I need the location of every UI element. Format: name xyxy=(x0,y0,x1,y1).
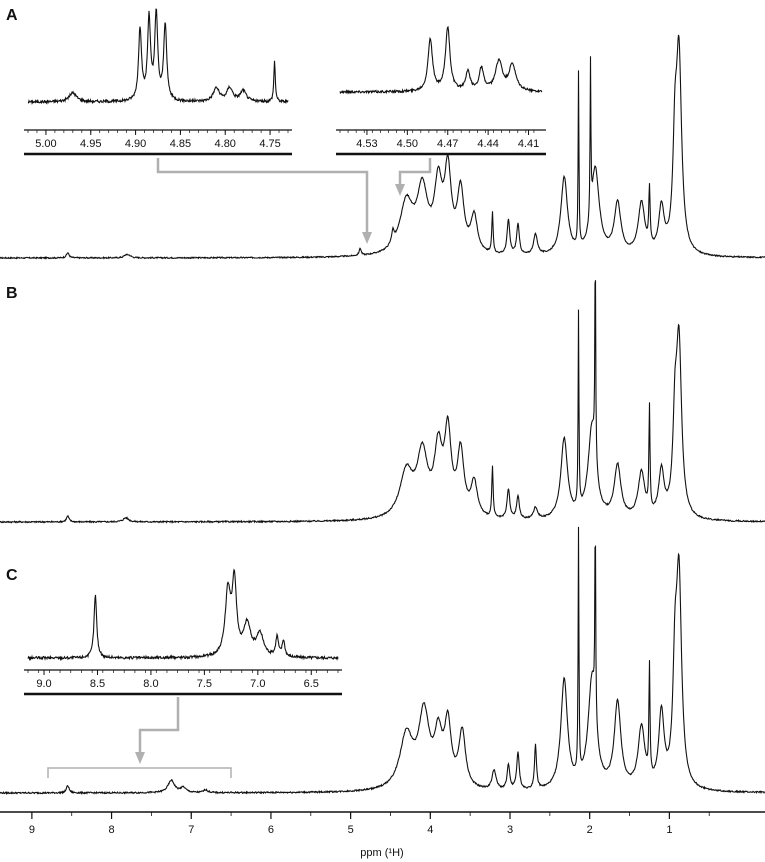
connector-arrow-c xyxy=(135,752,145,764)
inset-tick-label: 9.0 xyxy=(36,678,51,690)
inset-tick-label: 4.41 xyxy=(518,138,539,150)
inset-axis-a1: 5.00 4.95 4.90 4.85 4.80 4.75 xyxy=(24,129,292,156)
panel-a-inset-1: 5.00 4.95 4.90 4.85 4.80 4.75 xyxy=(24,8,292,156)
connector-line-a2 xyxy=(398,158,432,188)
x-axis-title: ppm (¹H) xyxy=(360,847,403,859)
spectrum-trace-c xyxy=(0,526,765,796)
x-tick-label: 3 xyxy=(507,824,513,836)
inset-tick-label: 7.5 xyxy=(197,678,212,690)
panel-b-spectrum xyxy=(0,280,765,524)
connector-line-a1 xyxy=(156,158,369,238)
panel-c-spectrum xyxy=(0,526,765,796)
inset-tick-label: 4.80 xyxy=(215,138,236,150)
panel-label-a: A xyxy=(6,7,18,24)
connector-arrow-a2 xyxy=(395,184,405,196)
x-tick-label: 7 xyxy=(188,824,194,836)
panel-a-spectrum xyxy=(0,34,765,260)
panel-a-inset-2: 4.53 4.50 4.47 4.44 4.41 xyxy=(336,25,546,156)
inset-trace-c xyxy=(27,568,339,662)
inset-tick-label: 8.0 xyxy=(143,678,158,690)
inset-tick-label: 4.47 xyxy=(437,138,458,150)
main-x-axis: 9 8 7 6 5 4 3 2 1 ppm (¹H) xyxy=(0,811,765,859)
inset-tick-label: 4.85 xyxy=(170,138,191,150)
inset-trace-a2 xyxy=(339,25,543,95)
x-tick-label: 1 xyxy=(666,824,672,836)
inset-tick-label: 4.90 xyxy=(125,138,146,150)
inset-axis-a2: 4.53 4.50 4.47 4.44 4.41 xyxy=(336,129,546,156)
panel-a-connectors xyxy=(156,158,432,244)
inset-tick-label: 4.44 xyxy=(477,138,498,150)
connector-arrow-a1 xyxy=(362,232,372,244)
x-axis-ticks: 9 8 7 6 5 4 3 2 1 xyxy=(29,812,710,836)
inset-axis-c: 9.0 8.5 8.0 7.5 7.0 6.5 xyxy=(24,669,342,696)
panel-label-b: B xyxy=(6,285,18,302)
panel-c-connectors xyxy=(47,697,232,778)
x-tick-label: 6 xyxy=(268,824,274,836)
inset-tick-label: 6.5 xyxy=(304,678,319,690)
inset-tick-label: 4.53 xyxy=(356,138,377,150)
aromatic-region-bracket xyxy=(47,767,232,778)
panel-c-inset: 9.0 8.5 8.0 7.5 7.0 6.5 xyxy=(24,568,342,696)
inset-tick-label: 4.95 xyxy=(80,138,101,150)
inset-tick-label: 4.75 xyxy=(259,138,280,150)
inset-trace-a1 xyxy=(27,8,289,106)
connector-line-c xyxy=(138,697,180,756)
x-tick-label: 4 xyxy=(427,824,433,836)
inset-tick-label: 4.50 xyxy=(397,138,418,150)
panel-label-c: C xyxy=(6,567,18,584)
spectrum-trace-a xyxy=(0,34,765,260)
inset-tick-label: 7.0 xyxy=(250,678,265,690)
spectrum-trace-b xyxy=(0,280,765,524)
inset-tick-label: 8.5 xyxy=(90,678,105,690)
x-tick-label: 9 xyxy=(29,824,35,836)
x-tick-label: 5 xyxy=(348,824,354,836)
x-tick-label: 2 xyxy=(587,824,593,836)
x-tick-label: 8 xyxy=(109,824,115,836)
inset-tick-label: 5.00 xyxy=(35,138,56,150)
